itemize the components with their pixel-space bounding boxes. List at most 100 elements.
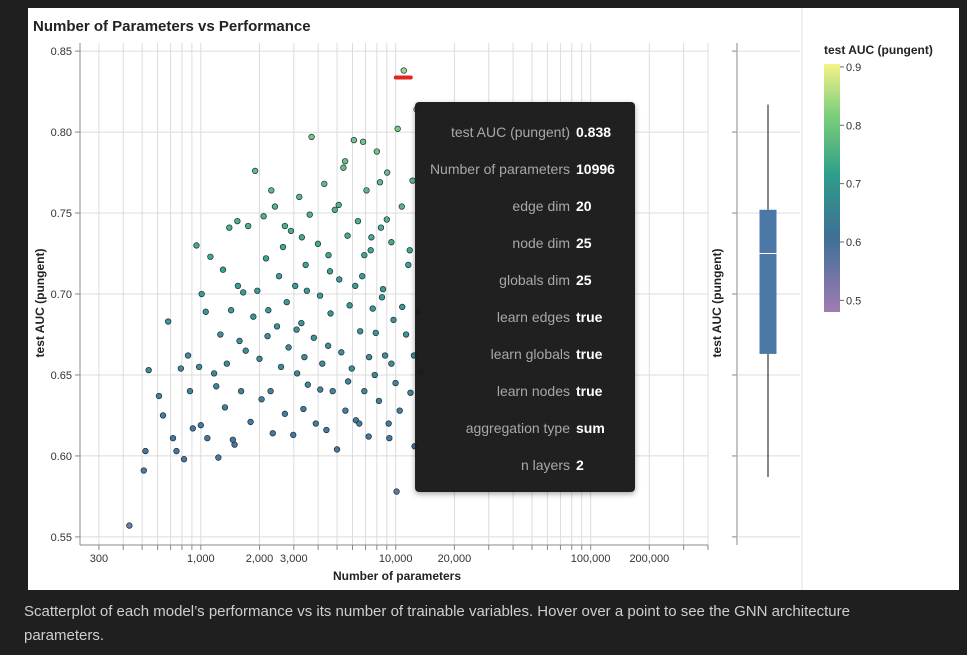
- tooltip-row: learn nodes true: [415, 373, 635, 410]
- scatter-point: [373, 148, 380, 155]
- tooltip-value: 10996: [576, 161, 615, 177]
- scatter-point: [140, 467, 147, 474]
- scatter-point: [390, 316, 397, 324]
- tooltip-key: learn edges: [496, 309, 570, 325]
- scatter-point: [384, 169, 391, 176]
- tooltip-key: Number of parameters: [429, 161, 570, 177]
- x-tick-label: 20,000: [438, 553, 472, 565]
- scatter-point: [321, 180, 328, 188]
- y-tick-label: 0.85: [51, 46, 72, 58]
- scatter-point: [155, 392, 163, 400]
- scatter-point: [381, 352, 389, 359]
- tooltip-value: 2: [576, 457, 584, 473]
- tooltip-key: aggregation type: [465, 420, 570, 436]
- scatter-point: [234, 217, 241, 225]
- scatter-point: [262, 255, 270, 262]
- scatter-point: [223, 360, 230, 367]
- scatter-point: [296, 193, 303, 200]
- scatter-point: [184, 352, 192, 359]
- scatter-point: [356, 420, 363, 427]
- scatter-points: [126, 67, 425, 529]
- y-tick-label: 0.75: [51, 208, 72, 220]
- scatter-point: [265, 307, 272, 314]
- tooltip-key: n layers: [520, 457, 570, 473]
- scatter-point: [169, 434, 177, 442]
- scatter-point: [186, 388, 194, 395]
- legend-tick-label: 0.8: [846, 120, 861, 132]
- scatter-point: [301, 354, 308, 361]
- legend-ticks: 0.9 0.8 0.7 0.6 0.5: [840, 62, 861, 307]
- scatter-point: [392, 379, 399, 387]
- scatter-point: [352, 282, 359, 290]
- scatter-point: [338, 349, 345, 356]
- scatter-point: [375, 397, 383, 405]
- scatter-point: [283, 298, 290, 306]
- scatter-point: [344, 232, 351, 239]
- scatter-point: [293, 326, 300, 333]
- tooltip-row: globals dim 25: [415, 262, 635, 299]
- scatter-point: [341, 158, 349, 165]
- scatter-point: [202, 308, 209, 315]
- tooltip-key: learn nodes: [496, 383, 570, 399]
- scatter-point: [256, 355, 263, 362]
- x-axis-label: Number of parameters: [333, 569, 461, 583]
- scatter-point: [323, 426, 330, 434]
- scatter-point: [378, 294, 386, 301]
- scatter-point: [336, 276, 343, 283]
- scatter-point: [399, 303, 406, 311]
- tooltip-row: Number of parameters 10996: [415, 151, 635, 188]
- x-tick-label: 1,000: [187, 553, 215, 565]
- x-tick-label: 3,000: [280, 553, 308, 565]
- x-tick-label: 10,000: [379, 553, 413, 565]
- scatter-point: [126, 522, 133, 529]
- scatter-point: [312, 420, 319, 427]
- scatter-point: [372, 329, 379, 337]
- tooltip-value: sum: [576, 420, 605, 436]
- scatter-point: [275, 273, 283, 280]
- scatter-point: [357, 328, 364, 335]
- tooltip-key: edge dim: [512, 198, 570, 214]
- tooltip-key: test AUC (pungent): [450, 124, 570, 140]
- scatter-point: [193, 242, 200, 249]
- scatter-point: [197, 422, 204, 429]
- scatter-point: [189, 425, 196, 432]
- tooltip-value: 25: [576, 272, 592, 288]
- scatter-point: [361, 251, 368, 259]
- scatter-point: [406, 247, 413, 254]
- boxplot-box: [759, 209, 777, 354]
- scatter-point: [302, 261, 309, 269]
- scatter-point: [361, 388, 368, 395]
- scatter-point: [325, 251, 332, 259]
- scatter-point: [300, 405, 307, 413]
- scatter-point: [217, 331, 224, 338]
- y-tick-label: 0.55: [51, 532, 72, 544]
- scatter-point: [254, 287, 261, 294]
- boxplot: [732, 43, 800, 545]
- scatter-point: [317, 386, 324, 393]
- scatter-point: [269, 430, 276, 437]
- scatter-point: [304, 381, 311, 388]
- scatter-point: [221, 404, 229, 411]
- tooltip-row: learn edges true: [415, 299, 635, 336]
- scatter-point: [306, 211, 313, 218]
- legend-tick-label: 0.6: [846, 237, 861, 249]
- scatter-point: [245, 222, 252, 230]
- scatter-point: [298, 319, 305, 327]
- y-tick-label: 0.65: [51, 370, 72, 382]
- legend-tick-label: 0.7: [846, 179, 861, 191]
- scatter-point: [303, 287, 311, 294]
- scatter-point: [165, 318, 172, 325]
- scatter-point: [407, 389, 414, 396]
- scatter-point: [402, 331, 410, 338]
- scatter-point: [273, 323, 281, 330]
- legend-tick-label: 0.5: [846, 295, 861, 307]
- scatter-point: [237, 388, 245, 395]
- scatter-point: [277, 363, 285, 371]
- scatter-point: [281, 410, 289, 417]
- scatter-point: [247, 418, 254, 426]
- scatter-point: [285, 344, 292, 351]
- scatter-point: [219, 266, 227, 273]
- scatter-point: [359, 273, 366, 280]
- scatter-point: [258, 396, 265, 403]
- scatter-point: [388, 360, 395, 367]
